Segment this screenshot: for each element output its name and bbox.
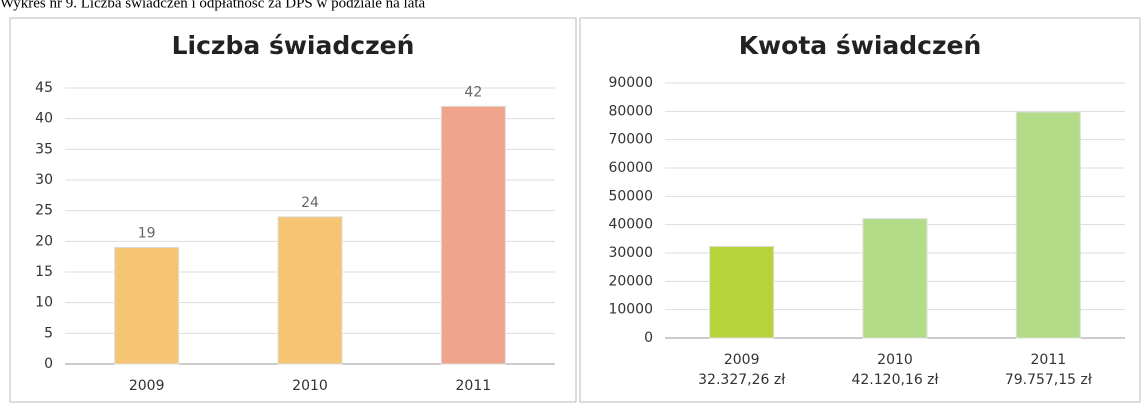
- y-tick-label: 70000: [608, 132, 653, 148]
- y-tick-label: 20000: [608, 273, 653, 289]
- data-label: 24: [301, 195, 319, 211]
- y-tick-label: 45: [35, 80, 53, 96]
- y-tick-label: 40000: [608, 217, 653, 233]
- value-label: 42.120,16 zł: [851, 372, 938, 388]
- bar: [440, 105, 506, 365]
- y-tick-label: 5: [44, 325, 53, 341]
- data-label: 42: [464, 84, 482, 100]
- y-tick-label: 60000: [608, 160, 653, 176]
- y-tick-label: 20: [35, 233, 53, 249]
- data-label: 19: [138, 225, 156, 241]
- value-label: 79.757,15 zł: [1005, 372, 1092, 388]
- x-tick-label: 2010: [877, 352, 913, 368]
- bar: [1015, 111, 1081, 339]
- y-tick-label: 10000: [608, 302, 653, 318]
- value-label: 32.327,26 zł: [698, 372, 785, 388]
- y-tick-label: 50000: [608, 188, 653, 204]
- chart-title: Liczba świadczeń: [172, 31, 415, 60]
- x-tick-label: 2010: [292, 378, 328, 394]
- x-tick-label: 2009: [724, 352, 760, 368]
- y-tick-label: 0: [44, 356, 53, 372]
- y-tick-label: 0: [644, 330, 653, 346]
- bar: [114, 246, 180, 365]
- bar: [709, 245, 775, 339]
- y-tick-label: 40: [35, 111, 53, 127]
- x-tick-label: 2011: [456, 378, 492, 394]
- y-tick-label: 90000: [608, 75, 653, 91]
- y-tick-label: 10: [35, 295, 53, 311]
- y-tick-label: 80000: [608, 103, 653, 119]
- y-tick-label: 35: [35, 141, 53, 157]
- chart-title: Kwota świadczeń: [739, 31, 982, 60]
- y-tick-label: 25: [35, 203, 53, 219]
- x-tick-label: 2011: [1031, 352, 1067, 368]
- bar: [862, 218, 928, 339]
- x-tick-label: 2009: [129, 378, 165, 394]
- caption: Wykres nr 9. Liczba świadczeń i odpłatno…: [0, 0, 426, 11]
- y-tick-label: 15: [35, 264, 53, 280]
- y-tick-label: 30: [35, 172, 53, 188]
- y-tick-label: 30000: [608, 245, 653, 261]
- bar: [277, 216, 343, 365]
